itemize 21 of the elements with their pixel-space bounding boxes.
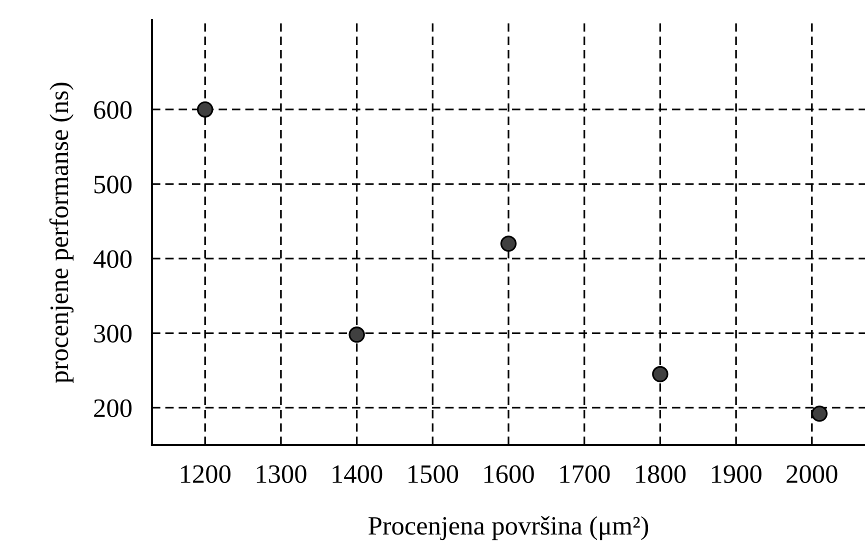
- x-tick-label: 1400: [332, 465, 382, 484]
- y-tick-label: 400: [93, 250, 132, 268]
- point: [196, 101, 214, 118]
- x-tick-label: 1700: [560, 465, 610, 484]
- point: [500, 236, 517, 252]
- y-tick-label: 500: [94, 176, 132, 194]
- x-tick-label: 1800: [636, 465, 686, 484]
- x-tick-label: 1600: [484, 465, 534, 484]
- y-tick-label: 200: [94, 399, 132, 418]
- x-axis-title: Procenjena površina (μm²): [368, 516, 648, 540]
- point: [811, 406, 828, 422]
- x-tick-label: 1200: [181, 465, 230, 484]
- x-tick-label: 1300: [256, 465, 306, 484]
- x-tick-label: 1500: [408, 465, 458, 484]
- x-tick-label: 1900: [712, 465, 762, 484]
- y-tick-label: 600: [94, 101, 132, 119]
- y-axis-title: procenjene performanse (ns): [49, 82, 74, 384]
- y-tick-label: 300: [94, 324, 132, 343]
- point: [348, 326, 365, 343]
- point: [652, 366, 668, 382]
- x-tick-label: 2000: [786, 465, 838, 484]
